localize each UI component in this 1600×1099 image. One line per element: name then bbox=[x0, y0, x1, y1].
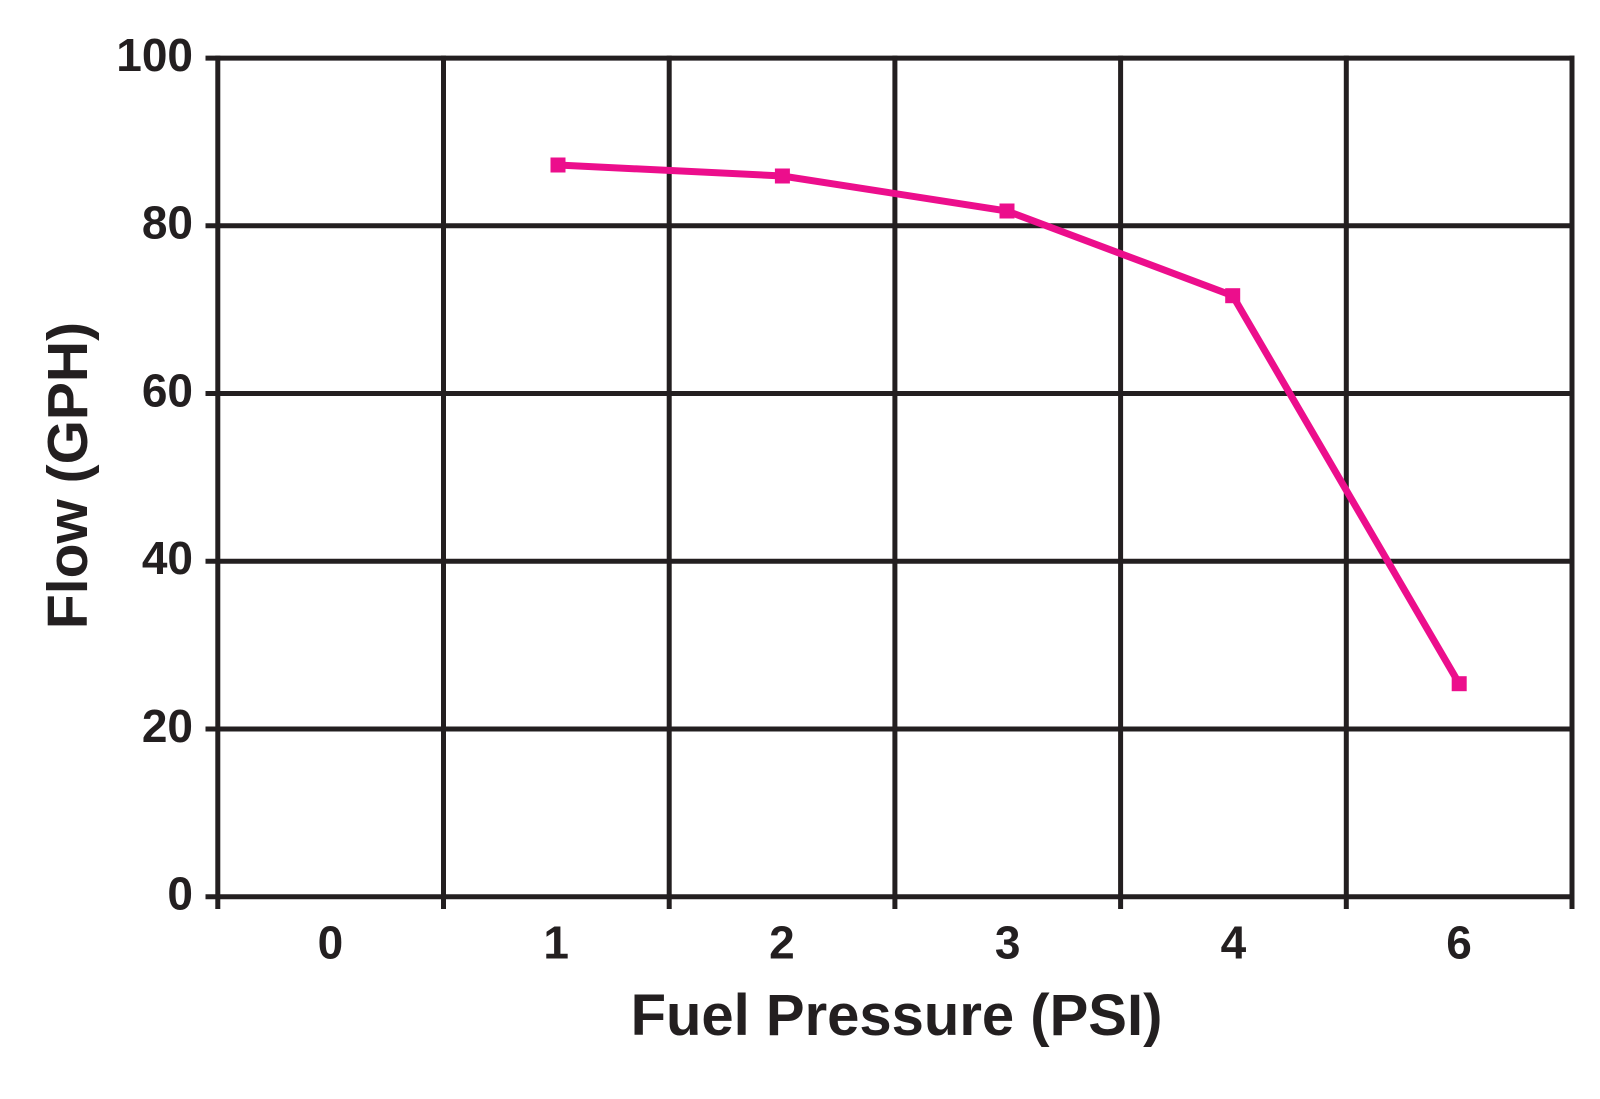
svg-text:0: 0 bbox=[167, 868, 193, 920]
svg-text:20: 20 bbox=[142, 700, 193, 752]
svg-text:100: 100 bbox=[116, 29, 193, 81]
svg-text:Fuel Pressure (PSI): Fuel Pressure (PSI) bbox=[631, 983, 1163, 1048]
svg-text:60: 60 bbox=[142, 364, 193, 416]
svg-text:6: 6 bbox=[1446, 917, 1472, 969]
svg-text:3: 3 bbox=[995, 917, 1021, 969]
svg-text:2: 2 bbox=[769, 917, 795, 969]
svg-text:0: 0 bbox=[318, 917, 344, 969]
svg-text:Flow (GPH): Flow (GPH) bbox=[36, 322, 100, 629]
svg-text:4: 4 bbox=[1221, 917, 1247, 969]
svg-text:80: 80 bbox=[142, 197, 193, 249]
svg-text:40: 40 bbox=[142, 532, 193, 584]
svg-text:1: 1 bbox=[543, 917, 569, 969]
